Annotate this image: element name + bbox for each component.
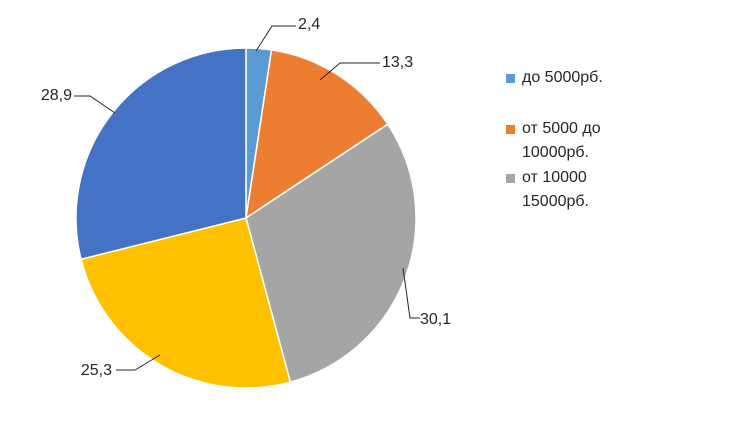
legend-item-1: от 5000 до 10000рб.	[506, 117, 716, 165]
legend-label-2-line-2: 15000рб.	[522, 193, 589, 210]
legend-label-0: до 5000рб.	[522, 69, 603, 86]
leader-line-3	[116, 354, 161, 371]
data-label-1: 13,3	[382, 54, 413, 71]
pie-slice-3	[80, 217, 292, 389]
pie-slice-4	[75, 47, 247, 261]
legend-item-2: от 10000 15000рб.	[506, 166, 716, 214]
data-label-4: 28,9	[41, 87, 72, 104]
legend-item-0: до 5000рб.	[506, 66, 716, 90]
pie-slice-2	[245, 123, 417, 384]
leader-lines	[74, 25, 420, 371]
leader-line-1	[319, 62, 380, 81]
pie-slice-1	[245, 49, 389, 220]
legend-swatch-1	[506, 125, 515, 134]
pie-slices	[75, 47, 417, 389]
leader-line-2	[402, 267, 420, 319]
legend-swatch-2	[506, 174, 515, 183]
legend: до 5000рб. от 5000 до 10000рб. от 10000 …	[506, 66, 716, 220]
legend-label-1-line-1: от 5000 до	[522, 120, 601, 137]
legend-label-1-line-2: 10000рб.	[522, 144, 589, 161]
data-label-0: 2,4	[298, 16, 320, 33]
data-labels: 2,4 13,3 30,1 25,3 28,9	[41, 16, 451, 379]
legend-swatch-0	[506, 74, 515, 83]
leader-line-4	[74, 95, 116, 114]
legend-label-2-line-1: от 10000	[522, 169, 587, 186]
data-label-2: 30,1	[420, 311, 451, 328]
leader-line-0	[255, 25, 296, 52]
data-label-3: 25,3	[81, 362, 112, 379]
